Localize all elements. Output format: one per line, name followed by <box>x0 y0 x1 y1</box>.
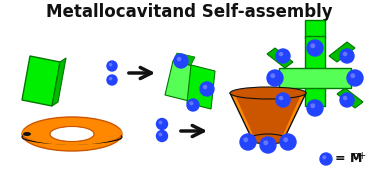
Circle shape <box>307 100 323 116</box>
Polygon shape <box>329 42 355 62</box>
Circle shape <box>279 52 283 56</box>
Circle shape <box>200 82 214 96</box>
Polygon shape <box>187 65 215 109</box>
Circle shape <box>156 118 167 129</box>
Circle shape <box>174 54 188 68</box>
Ellipse shape <box>22 117 122 151</box>
Circle shape <box>107 61 117 71</box>
Ellipse shape <box>22 130 122 144</box>
Circle shape <box>311 104 314 108</box>
Circle shape <box>244 138 248 142</box>
Circle shape <box>178 57 181 61</box>
Ellipse shape <box>50 126 94 142</box>
Polygon shape <box>52 58 66 106</box>
Text: n+: n+ <box>352 151 366 161</box>
Circle shape <box>344 52 347 56</box>
Circle shape <box>240 134 256 150</box>
Circle shape <box>276 93 290 107</box>
Ellipse shape <box>250 134 286 144</box>
Circle shape <box>340 49 354 63</box>
Polygon shape <box>235 95 301 137</box>
Circle shape <box>187 99 199 111</box>
Polygon shape <box>305 36 325 106</box>
Polygon shape <box>337 88 363 108</box>
Ellipse shape <box>23 132 31 136</box>
Circle shape <box>190 102 193 105</box>
Polygon shape <box>165 61 197 101</box>
Circle shape <box>267 70 283 86</box>
Text: = M: = M <box>335 153 363 166</box>
Circle shape <box>107 75 117 85</box>
Polygon shape <box>22 56 60 106</box>
Circle shape <box>156 131 167 142</box>
Circle shape <box>320 153 332 165</box>
Polygon shape <box>305 20 325 38</box>
Circle shape <box>340 93 354 107</box>
Ellipse shape <box>50 126 94 142</box>
Circle shape <box>110 78 112 80</box>
Ellipse shape <box>22 121 122 145</box>
Polygon shape <box>275 94 301 114</box>
Circle shape <box>271 74 274 78</box>
Polygon shape <box>279 68 351 88</box>
Ellipse shape <box>230 87 306 99</box>
Polygon shape <box>267 48 293 68</box>
Circle shape <box>307 40 323 56</box>
Circle shape <box>323 156 325 159</box>
Polygon shape <box>173 53 195 65</box>
Polygon shape <box>230 93 306 139</box>
Text: Metallocavitand Self-assembly: Metallocavitand Self-assembly <box>46 3 332 21</box>
Ellipse shape <box>22 131 122 145</box>
Circle shape <box>284 138 288 142</box>
Circle shape <box>351 74 355 78</box>
Circle shape <box>280 134 296 150</box>
Circle shape <box>344 97 347 100</box>
Circle shape <box>347 70 363 86</box>
Circle shape <box>159 133 162 136</box>
Circle shape <box>264 141 268 145</box>
Circle shape <box>159 121 162 124</box>
Circle shape <box>279 97 283 100</box>
Circle shape <box>311 44 314 47</box>
Circle shape <box>203 86 207 89</box>
Circle shape <box>276 49 290 63</box>
Circle shape <box>260 137 276 153</box>
Circle shape <box>110 63 112 66</box>
